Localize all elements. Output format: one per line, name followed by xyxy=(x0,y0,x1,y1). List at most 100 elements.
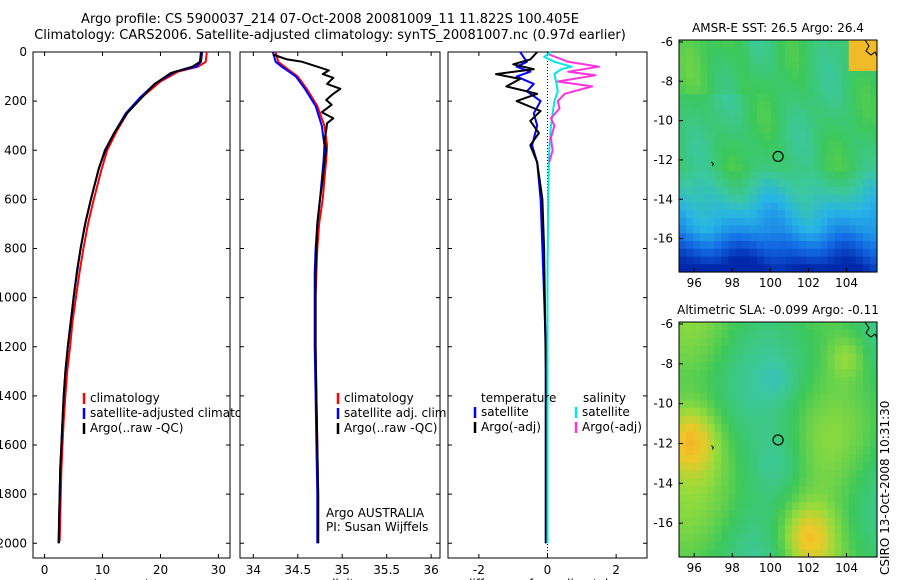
map-cell xyxy=(686,63,694,72)
map-cell xyxy=(728,533,737,542)
map-cell xyxy=(862,109,871,118)
map-cell xyxy=(707,47,715,57)
map-cell xyxy=(770,78,779,87)
map-cell xyxy=(728,94,737,103)
map-cell xyxy=(749,217,758,227)
map-cell xyxy=(799,329,807,339)
map-cell xyxy=(714,63,723,72)
x-tick-label: 102 xyxy=(797,561,820,575)
map-cell xyxy=(848,541,857,550)
map-cell xyxy=(785,470,793,480)
map-cell xyxy=(700,217,708,227)
map-cell xyxy=(813,470,822,480)
float-position-marker xyxy=(772,434,784,446)
map-cell xyxy=(855,148,864,157)
map-cell xyxy=(792,156,800,165)
map-cell xyxy=(763,470,772,480)
map-cell xyxy=(763,179,772,188)
map-cell xyxy=(756,186,765,196)
map-cell xyxy=(848,156,857,165)
map-cell xyxy=(728,202,737,211)
map-cell xyxy=(721,86,730,95)
map-cell xyxy=(749,423,758,433)
map-cell xyxy=(841,478,850,488)
map-cell xyxy=(778,510,786,519)
map-cell xyxy=(693,470,701,480)
map-cell xyxy=(707,132,715,142)
map-cell xyxy=(820,463,829,472)
map-cell xyxy=(742,392,751,401)
map-cell xyxy=(693,70,701,80)
map-cell xyxy=(841,541,850,550)
map-cell xyxy=(792,202,800,211)
map-cell xyxy=(679,431,687,441)
map-cell xyxy=(869,202,878,211)
map-cell xyxy=(785,423,793,433)
map-cell xyxy=(728,63,737,72)
map-cell xyxy=(848,329,857,339)
map-cell xyxy=(799,70,807,80)
map-cell xyxy=(749,94,758,103)
map-cell xyxy=(848,117,857,126)
map-cell xyxy=(813,101,822,111)
map-cell xyxy=(749,408,758,417)
map-cell xyxy=(728,439,737,448)
map-cell xyxy=(728,109,737,118)
map-cell xyxy=(827,423,836,433)
map-cell xyxy=(869,408,878,417)
map-cell xyxy=(679,202,687,211)
map-cell xyxy=(728,376,737,386)
map-frame xyxy=(678,321,878,558)
map-cell xyxy=(679,392,687,401)
x-axis-label: temperature xyxy=(94,577,169,580)
map-cell xyxy=(742,264,751,273)
map-cell xyxy=(763,109,772,118)
map-cell xyxy=(841,55,850,64)
map-cell xyxy=(848,94,857,103)
map-cell xyxy=(820,376,829,386)
map-cell xyxy=(721,47,730,57)
map-cell xyxy=(869,47,878,57)
map-cell xyxy=(693,439,701,448)
map-cell xyxy=(770,510,779,519)
map-cell xyxy=(714,256,723,265)
map-cell xyxy=(848,510,857,519)
map-cell xyxy=(806,322,814,331)
map-cell xyxy=(792,369,800,378)
map-cell xyxy=(792,549,800,558)
map-cell xyxy=(841,376,850,386)
map-cell xyxy=(679,132,687,142)
map-cell xyxy=(799,256,807,265)
map-cell xyxy=(721,541,730,550)
map-cell xyxy=(714,210,723,219)
map-cell xyxy=(827,337,836,347)
map-cell xyxy=(721,163,730,173)
map-cell xyxy=(749,40,758,49)
map-cell xyxy=(869,233,878,242)
map-cell xyxy=(707,322,715,331)
map-cell xyxy=(763,478,772,488)
map-cell xyxy=(693,148,701,157)
map-cell xyxy=(834,132,843,142)
map-cell xyxy=(820,63,829,72)
map-cell xyxy=(820,55,829,64)
map-cell xyxy=(686,86,694,95)
map-cell xyxy=(799,541,807,550)
map-cell xyxy=(869,470,878,480)
map-cell xyxy=(749,353,758,362)
map-cell xyxy=(813,256,822,265)
map-cell xyxy=(806,408,814,417)
map-cell xyxy=(728,248,737,258)
map-cell xyxy=(693,400,701,409)
map-cell xyxy=(735,194,744,203)
map-cell xyxy=(841,439,850,448)
map-cell xyxy=(827,78,836,87)
map-cell xyxy=(834,40,843,49)
map-cell xyxy=(827,549,836,558)
map-cell xyxy=(749,345,758,354)
map-cell xyxy=(820,217,829,227)
map-cell xyxy=(763,510,772,519)
map-cell xyxy=(869,264,878,273)
map-cell xyxy=(785,455,793,464)
map-cell xyxy=(792,225,800,234)
